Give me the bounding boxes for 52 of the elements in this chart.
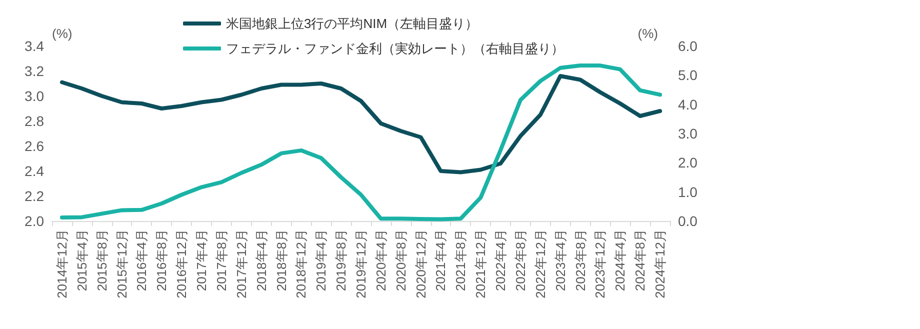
y-tick-label: 3.4 bbox=[24, 38, 44, 54]
y-tick-label: 2.6 bbox=[24, 138, 44, 154]
y-tick-label: 2.4 bbox=[24, 163, 44, 179]
y2-tick-label: 5.0 bbox=[678, 67, 698, 84]
x-tick-label: 2019年4月 bbox=[314, 229, 329, 292]
x-tick-label: 2015年12月 bbox=[114, 229, 130, 298]
x-tick-label: 2018年4月 bbox=[254, 229, 269, 292]
y2-tick-label: 3.0 bbox=[678, 126, 698, 142]
x-tick-label: 2021年8月 bbox=[453, 229, 468, 292]
x-tick-label: 2019年12月 bbox=[354, 229, 368, 298]
x-tick-label: 2017年4月 bbox=[194, 229, 210, 292]
x-tick-label: 2016年4月 bbox=[134, 229, 150, 292]
y-tick-label: 2.2 bbox=[24, 188, 44, 204]
x-tick-label: 2020年12月 bbox=[413, 229, 428, 298]
x-tick-label: 2021年12月 bbox=[473, 229, 488, 298]
x-tick-label: 2020年4月 bbox=[373, 229, 388, 292]
y-tick-label: 3.0 bbox=[24, 88, 44, 104]
x-tick-label: 2015年4月 bbox=[74, 229, 90, 292]
y2-axis-title: (%) bbox=[638, 26, 658, 41]
x-tick-label: 2014年12月 bbox=[54, 229, 70, 298]
x-tick-label: 2018年8月 bbox=[274, 229, 289, 292]
y2-tick-label: 0.0 bbox=[678, 213, 698, 229]
y2-tick-label: 2.0 bbox=[678, 154, 698, 171]
line-series bbox=[60, 64, 662, 222]
y2-tick-label: 4.0 bbox=[678, 96, 698, 112]
line-series bbox=[60, 74, 662, 174]
x-tick-label: 2022年8月 bbox=[512, 229, 528, 292]
x-tick-label: 2024年8月 bbox=[632, 229, 648, 292]
x-tick-label: 2016年12月 bbox=[174, 229, 190, 298]
y-tick-label: 3.2 bbox=[24, 63, 44, 79]
x-tick-label: 2015年8月 bbox=[94, 229, 110, 292]
legend-label: フェデラル・ファンド金利（実効レート）（右軸目盛り） bbox=[226, 41, 564, 56]
y2-tick-label: 1.0 bbox=[678, 184, 698, 200]
x-tick-label: 2023年8月 bbox=[572, 229, 588, 292]
y-tick-label: 2.0 bbox=[24, 213, 44, 229]
x-tick-label: 2017年12月 bbox=[234, 229, 249, 298]
x-tick-label: 2020年8月 bbox=[393, 229, 408, 292]
x-tick-label: 2023年12月 bbox=[592, 229, 608, 298]
x-tick-label: 2023年4月 bbox=[552, 229, 568, 292]
x-tick-label: 2022年12月 bbox=[532, 229, 548, 298]
x-tick-label: 2021年4月 bbox=[433, 229, 448, 292]
x-tick-label: 2018年12月 bbox=[294, 229, 309, 298]
legend-label: 米国地銀上位3行の平均NIM（左軸目盛り） bbox=[226, 16, 478, 31]
x-tick-label: 2016年8月 bbox=[154, 229, 170, 292]
x-tick-label: 2024年4月 bbox=[612, 229, 628, 292]
y-axis-title: (%) bbox=[52, 26, 72, 41]
y-tick-label: 2.8 bbox=[24, 113, 44, 129]
x-tick-label: 2022年4月 bbox=[493, 229, 508, 292]
x-tick-label: 2024年12月 bbox=[652, 229, 668, 298]
x-tick-label: 2019年8月 bbox=[334, 229, 349, 292]
y2-tick-label: 6.0 bbox=[678, 38, 698, 54]
x-tick-label: 2017年8月 bbox=[214, 229, 229, 292]
